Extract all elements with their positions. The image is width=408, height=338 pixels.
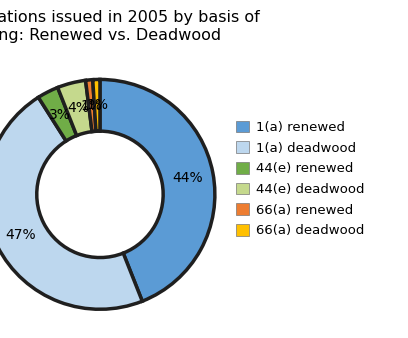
Wedge shape (58, 80, 92, 136)
Text: 4%: 4% (67, 101, 89, 115)
Wedge shape (38, 88, 77, 141)
Wedge shape (86, 80, 96, 131)
Text: 47%: 47% (5, 228, 36, 242)
Text: 3%: 3% (49, 108, 71, 122)
Wedge shape (0, 97, 142, 309)
Legend: 1(a) renewed, 1(a) deadwood, 44(e) renewed, 44(e) deadwood, 66(a) renewed, 66(a): 1(a) renewed, 1(a) deadwood, 44(e) renew… (236, 121, 364, 237)
Title: Registrations issued in 2005 by basis of
filing: Renewed vs. Deadwood: Registrations issued in 2005 by basis of… (0, 10, 259, 43)
Wedge shape (93, 79, 100, 131)
Wedge shape (100, 79, 215, 301)
Text: 44%: 44% (172, 171, 203, 185)
Text: 1%: 1% (80, 99, 102, 113)
Text: 1%: 1% (86, 98, 108, 112)
